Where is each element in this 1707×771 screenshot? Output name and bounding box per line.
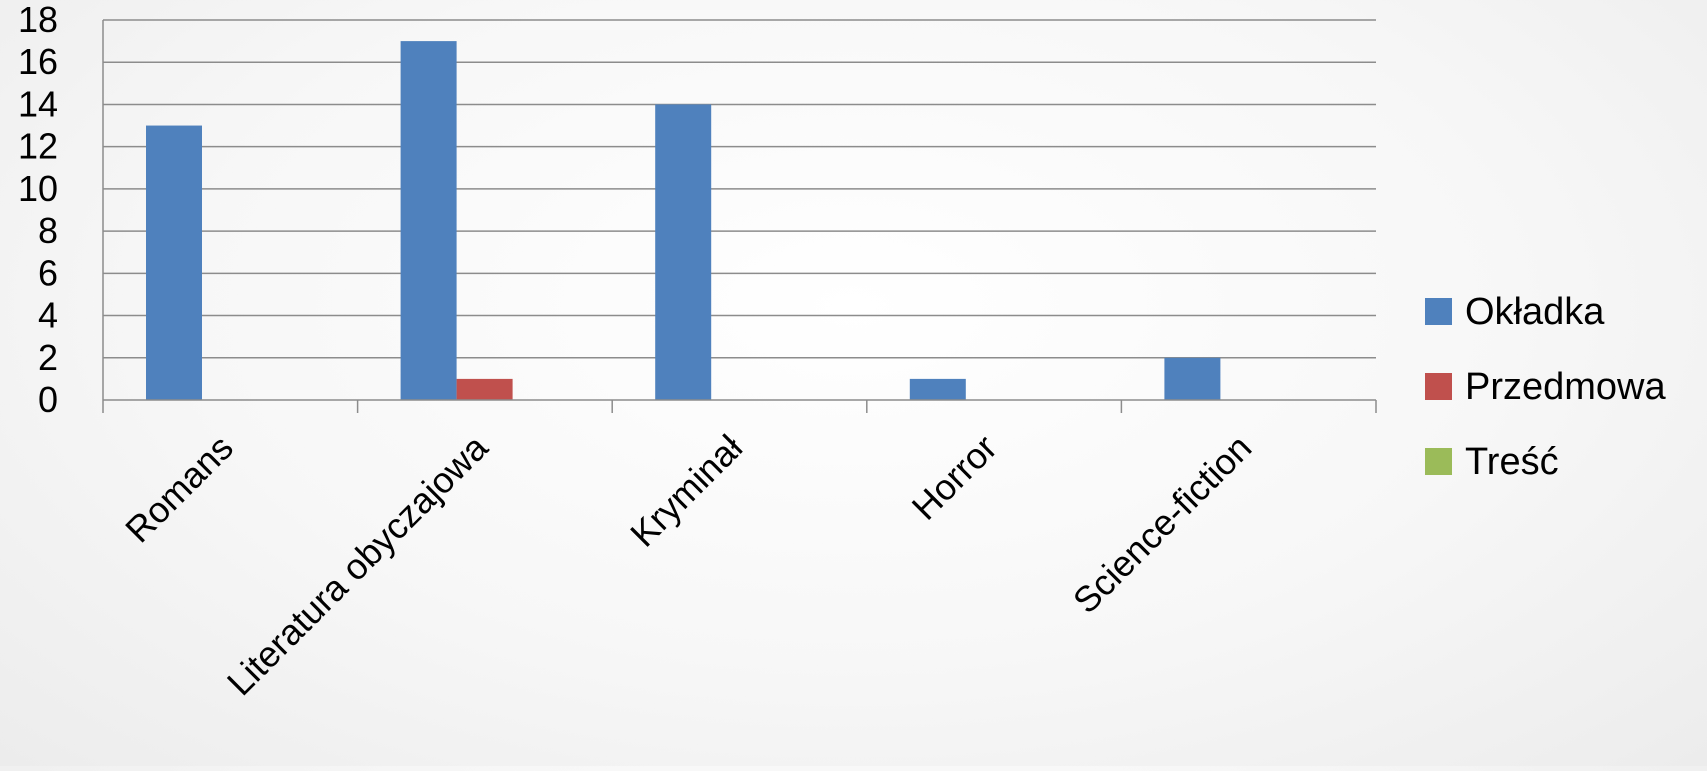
y-tick-label: 2 (38, 337, 58, 378)
x-tick-label: Literatura obyczajowa (219, 426, 496, 703)
bar-1-5 (1164, 357, 1221, 400)
y-tick-label: 0 (38, 379, 58, 420)
x-tick-label: Kryminał (622, 427, 750, 555)
axes (102, 20, 1377, 413)
bar-1-4 (909, 378, 966, 400)
legend-swatch (1425, 298, 1452, 325)
bars (146, 41, 1221, 401)
y-tick-label: 6 (38, 252, 58, 293)
bar-1-1 (146, 125, 202, 401)
legend-label: Okładka (1465, 291, 1605, 333)
legend-label: Przedmowa (1465, 366, 1666, 408)
x-tick-label: Science-fiction (1065, 427, 1260, 622)
x-tick-label: Horror (904, 427, 1005, 528)
x-tick-label: Romans (117, 427, 241, 551)
bar-1-2 (400, 41, 457, 400)
y-tick-label: 16 (18, 41, 58, 82)
legend: Okładka Przedmowa Treść (1425, 291, 1666, 483)
bar-1-3 (655, 104, 712, 400)
gridlines (103, 19, 1376, 359)
legend-swatch (1425, 373, 1452, 400)
bar-2-2 (456, 378, 513, 400)
legend-swatch (1425, 448, 1452, 475)
legend-label: Treść (1465, 441, 1559, 483)
y-tick-label: 12 (18, 126, 58, 167)
y-tick-label: 18 (18, 0, 58, 40)
y-tick-label: 10 (18, 168, 58, 209)
y-tick-label: 14 (18, 83, 58, 124)
y-tick-label: 8 (38, 210, 58, 251)
y-tick-label: 4 (38, 295, 58, 336)
